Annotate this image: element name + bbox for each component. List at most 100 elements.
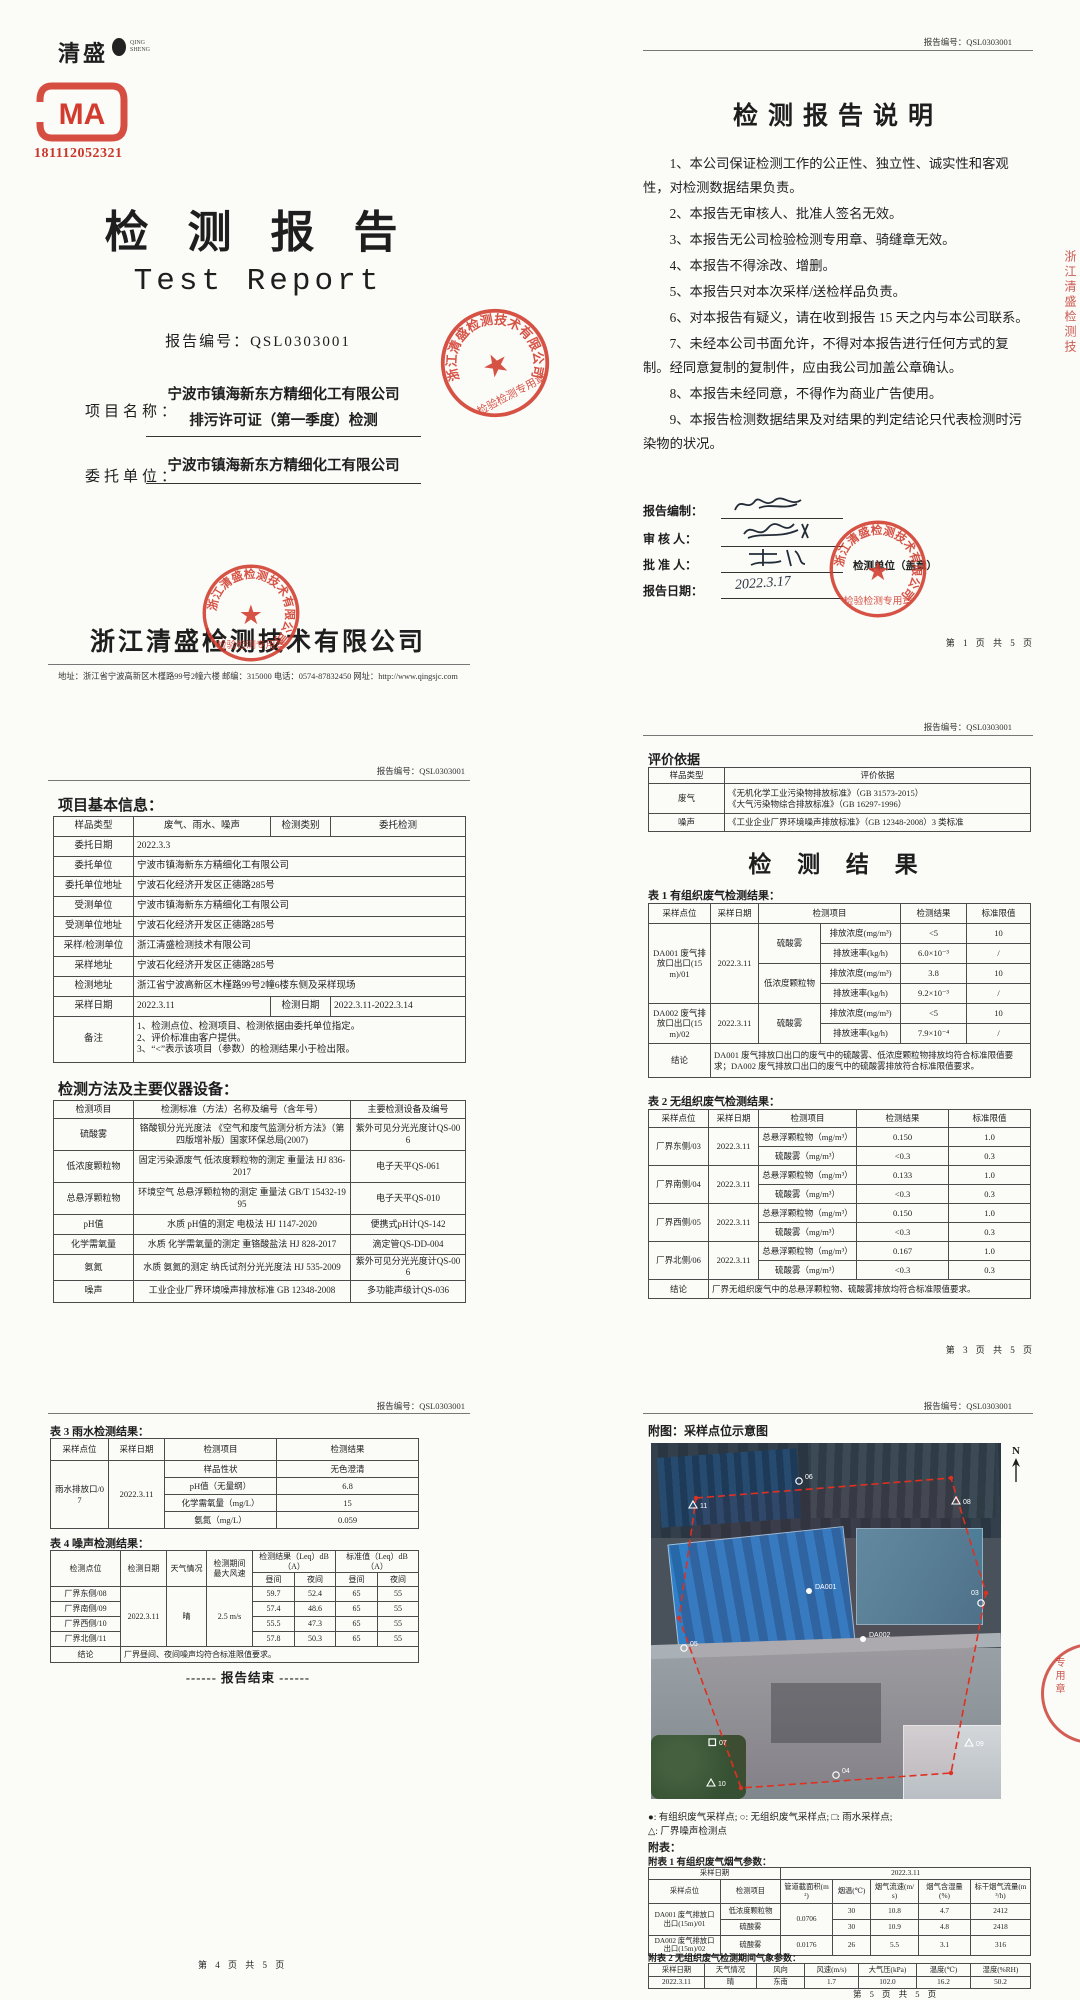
cell: 委托单位: [53, 856, 134, 877]
cell: 硫酸雾（mg/m³）: [758, 1184, 857, 1204]
cell: 委托检测: [330, 816, 466, 837]
header-cell: 检测点位: [50, 1549, 121, 1588]
svg-text:检验检测专用章: 检验检测专用章: [844, 594, 913, 607]
page-footer: 第 3 页 共 5 页: [945, 1345, 1035, 1355]
site-satellite-map: DA001 DA002 03 04 05 06 07 08 09 10 11: [651, 1443, 1001, 1799]
project-name-label: 项目名称：: [85, 404, 181, 420]
header-cell: 风速(m/s): [804, 1963, 859, 1977]
page-notes: 报告编号：QSL0303001 检测报告说明 1、本公司保证检测工作的公正性、独…: [553, 0, 1080, 706]
cell: 0.3: [948, 1222, 1031, 1242]
cell: 备注: [53, 1016, 134, 1063]
marker-label: 03: [971, 1590, 979, 1597]
cell: 2412: [969, 1903, 1032, 1920]
cell: 《无机化学工业污染物排放标准》（GB 31573-2015） 《大气污染物综合排…: [724, 783, 1031, 814]
note-item: 4、本报告不得涂改、增删。: [669, 258, 836, 273]
note-item: 1、本公司保证检测工作的公正性、独立性、诚实性和客观性，对检测数据结果负责。: [643, 156, 1009, 195]
page-water-noise: 报告编号：QSL0303001 表 3 雨水检测结果： 采样点位 采样日期 检测项目…: [28, 1395, 533, 2000]
cell: 检测类别: [270, 816, 331, 837]
cell: <5: [900, 1003, 968, 1024]
sig-date-line: [721, 580, 843, 599]
note-item: 3、本报告无公司检验检测专用章、骑缝章无效。: [669, 232, 956, 247]
cell: 2022.3.11: [708, 1203, 759, 1242]
cell: 55.5: [252, 1616, 295, 1633]
logo-text: 清盛: [58, 41, 109, 66]
cell: 委托日期: [53, 836, 134, 857]
cell: 多功能声级计QS-036: [350, 1279, 466, 1303]
cell: 1.7: [804, 1976, 859, 1989]
cell: 10: [966, 1003, 1032, 1024]
cell: 0.167: [856, 1241, 949, 1261]
svg-text:浙江清盛检测技术有限公司: 浙江清盛检测技术有限公司: [426, 294, 557, 420]
cell: 59.7: [252, 1586, 295, 1603]
header-cell: 采样点位: [50, 1438, 109, 1461]
header-cell: 夜间: [377, 1572, 419, 1588]
edge-seal-text: 专用章: [1053, 1657, 1064, 1696]
sig-prep-label: 报告编制：: [643, 504, 704, 518]
cell: 2022.3.11: [708, 1241, 759, 1280]
cell: 55: [377, 1631, 419, 1648]
cell: /: [966, 943, 1032, 964]
table-row: 采样点位 采样日期 检测项目 检测结果 标准限值: [648, 903, 1032, 924]
table-row: 氨氮（mg/L） 0.059: [51, 1511, 419, 1529]
cell: 采样日期: [53, 996, 134, 1017]
table-row: 低浓度颗粒物 固定污染源废气 低浓度颗粒物的测定 重量法 HJ 836-2017 电…: [53, 1150, 466, 1183]
cell: 硫酸雾（mg/m³）: [758, 1222, 857, 1242]
header-cell: 评价依据: [724, 767, 1031, 784]
cell: 宁波石化经济开发区正德路285号: [133, 876, 466, 897]
cell: 57.8: [252, 1631, 295, 1648]
cell: <0.3: [856, 1260, 949, 1280]
cell: 10.8: [870, 1903, 919, 1920]
cell: 厂界西侧/10: [50, 1616, 121, 1633]
header-cell: 检测项目: [758, 1109, 857, 1128]
header-cell: 检测结果: [856, 1109, 949, 1128]
table-row: DA002 废气排放口出口(15m)/02 2022.3.11 硫酸雾 排放浓度(mg…: [648, 1003, 1032, 1044]
report-title-cn: 检 测 报 告: [104, 208, 412, 257]
note-item: 2、本报告无审核人、批准人签名无效。: [669, 206, 903, 221]
table-row: 化学需氧量（mg/L） 15: [51, 1494, 419, 1512]
table-row: DA002 废气排放口出口(15m)/02 硫酸雾 0.0176 26 5.5 3.1 31…: [648, 1935, 1032, 1956]
map-shadow: [771, 1683, 881, 1743]
cell: 0.3: [948, 1260, 1031, 1280]
header-cell: 检测期间最大风速: [206, 1549, 253, 1588]
header-cell: 采样日期: [710, 903, 759, 924]
table-row: 雨水排放口/07 2022.3.11 样品性状 无色澄清: [50, 1460, 419, 1529]
project-name-line2: 排污许可证（第一季度）检测: [189, 413, 378, 429]
header-cell: 检测日期: [120, 1549, 167, 1588]
signature-approver: [749, 549, 806, 567]
cell: 52.4: [294, 1586, 336, 1603]
signature-preparer: [734, 497, 802, 511]
header-cell: 烟气含湿量(%): [918, 1879, 971, 1904]
cell: 3.1: [918, 1935, 971, 1956]
cma-mark-icon: MA: [36, 82, 128, 142]
cell: 0.150: [856, 1127, 949, 1147]
header-cell: 检测结果: [900, 903, 968, 924]
page-footer: 第 1 页 共 5 页: [945, 638, 1035, 648]
cell: 废气、雨水、噪声: [133, 816, 271, 837]
cell: 总悬浮颗粒物（mg/m³）: [758, 1241, 857, 1261]
appendix1-title: 附表 1 有组织废气烟气参数：: [648, 1858, 772, 1868]
sig-prep-line: [721, 500, 843, 519]
basic-info-title: 项目基本信息：: [58, 798, 164, 814]
cell: 低浓度颗粒物: [53, 1150, 134, 1183]
cell: 9.2×10⁻³: [900, 983, 968, 1004]
table-row: 排放速率(kg/h) 9.2×10⁻³ /: [649, 983, 1032, 1004]
cell: <0.3: [856, 1184, 949, 1204]
cell: 化学需氧量: [53, 1234, 134, 1255]
methods-table: 检测项目 检测标准（方法）名称及编号（含年号） 主要检测设备及编号 硫酸雾 铬酸钡分光…: [53, 1100, 466, 1303]
cell: 《工业企业厂界环境噪声排放标准》（GB 12348-2008）3 类标准: [724, 813, 1031, 832]
cell: 26: [832, 1935, 871, 1956]
client-value: 宁波市镇海新东方精细化工有限公司: [146, 453, 421, 484]
table-row: 厂界东侧/03 2022.3.11 总悬浮颗粒物（mg/m³） 0.150 1.0: [648, 1127, 1031, 1166]
remark-line: 2、评价标准由客户提供。: [137, 1033, 247, 1044]
table-row: 厂界西侧/05 2022.3.11 总悬浮颗粒物（mg/m³） 0.150 1.0: [648, 1203, 1031, 1242]
cell: 硫酸雾: [53, 1118, 134, 1151]
header-cell: 标准限值: [948, 1109, 1031, 1128]
cell: 无色澄清: [276, 1460, 419, 1478]
cell: 2022.3.11: [710, 1003, 759, 1044]
cell: 2022.3.11: [133, 996, 271, 1017]
cell: 宁波市镇海新东方精细化工有限公司: [133, 856, 466, 877]
cell: 水质 pH值的测定 电极法 HJ 1147-2020: [133, 1214, 351, 1235]
header-cell: 夜间: [294, 1572, 336, 1588]
page-header-report-no: 报告编号：QSL0303001: [923, 1401, 1012, 1411]
cell: 硫酸雾: [758, 1003, 821, 1044]
